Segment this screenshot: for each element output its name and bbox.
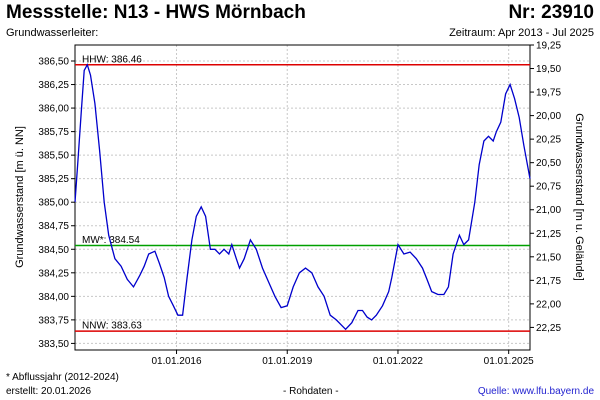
y2-tick-label: 19,75 <box>536 88 561 99</box>
y2-tick-label: 20,75 <box>536 182 561 193</box>
x-tick-label: 01.01.2016 <box>151 356 201 367</box>
y-tick-label: 385,00 <box>38 198 69 209</box>
created-date: erstellt: 20.01.2026 <box>6 386 92 397</box>
y2-tick-label: 19,25 <box>536 41 561 52</box>
y-tick-label: 384,75 <box>38 221 69 232</box>
plot-frame <box>74 44 531 351</box>
y2-tick-label: 21,25 <box>536 229 561 240</box>
y-tick-label: 386,00 <box>38 104 69 115</box>
series-line <box>74 63 531 331</box>
y-tick-label: 385,75 <box>38 127 69 138</box>
y-tick-label: 383,75 <box>38 315 69 326</box>
y-tick-label: 385,25 <box>38 174 69 185</box>
y2-axis-label: Grundwasserstand [m u. Gelände] <box>573 113 585 281</box>
y2-tick-label: 20,50 <box>536 158 561 169</box>
y2-tick-label: 22,25 <box>536 323 561 334</box>
station-number: Nr: 23910 <box>508 2 594 23</box>
y2-tick-label: 20,00 <box>536 111 561 122</box>
y-tick-label: 384,50 <box>38 245 69 256</box>
x-tick-label: 01.01.2022 <box>373 356 423 367</box>
y-tick-label: 384,00 <box>38 292 69 303</box>
raw-data-label: - Rohdaten - <box>283 386 339 397</box>
page-title: Messstelle: N13 - HWS Mörnbach <box>6 2 306 23</box>
axis-layer: 383,50 383,75 384,00 384,25 384,50 384,75 385,… <box>38 41 561 368</box>
period-label: Zeitraum: Apr 2013 - Jul 2025 <box>449 27 594 39</box>
y-tick-label: 384,25 <box>38 268 69 279</box>
reference-lines: HHW: 386.46 MW*: 384.54 NNW: 383.63 <box>75 54 530 332</box>
reference-line-label: NNW: 383.63 <box>82 321 142 332</box>
source-link[interactable]: Quelle: www.lfu.bayern.de <box>477 386 594 397</box>
y-tick-label: 383,50 <box>38 339 69 350</box>
aquifer-label: Grundwasserleiter: <box>6 27 99 39</box>
footnote: * Abflussjahr (2012-2024) <box>6 372 119 383</box>
y2-tick-label: 20,25 <box>536 135 561 146</box>
y-tick-label: 386,25 <box>38 80 69 91</box>
y2-tick-label: 21,00 <box>536 205 561 216</box>
y-axis-label: Grundwasserstand [m ü. NN] <box>14 126 26 268</box>
reference-line-label: HHW: 386.46 <box>82 54 142 65</box>
y-tick-label: 386,50 <box>38 57 69 68</box>
x-tick-label: 01.01.2019 <box>262 356 312 367</box>
grid-layer <box>75 45 530 350</box>
y-tick-label: 385,50 <box>38 151 69 162</box>
y2-tick-label: 21,75 <box>536 276 561 287</box>
y2-tick-label: 21,50 <box>536 252 561 263</box>
y2-tick-label: 19,50 <box>536 64 561 75</box>
y2-tick-label: 22,00 <box>536 299 561 310</box>
reference-line-label: MW*: 384.54 <box>82 235 140 246</box>
x-tick-label: 01.01.2025 <box>484 356 534 367</box>
